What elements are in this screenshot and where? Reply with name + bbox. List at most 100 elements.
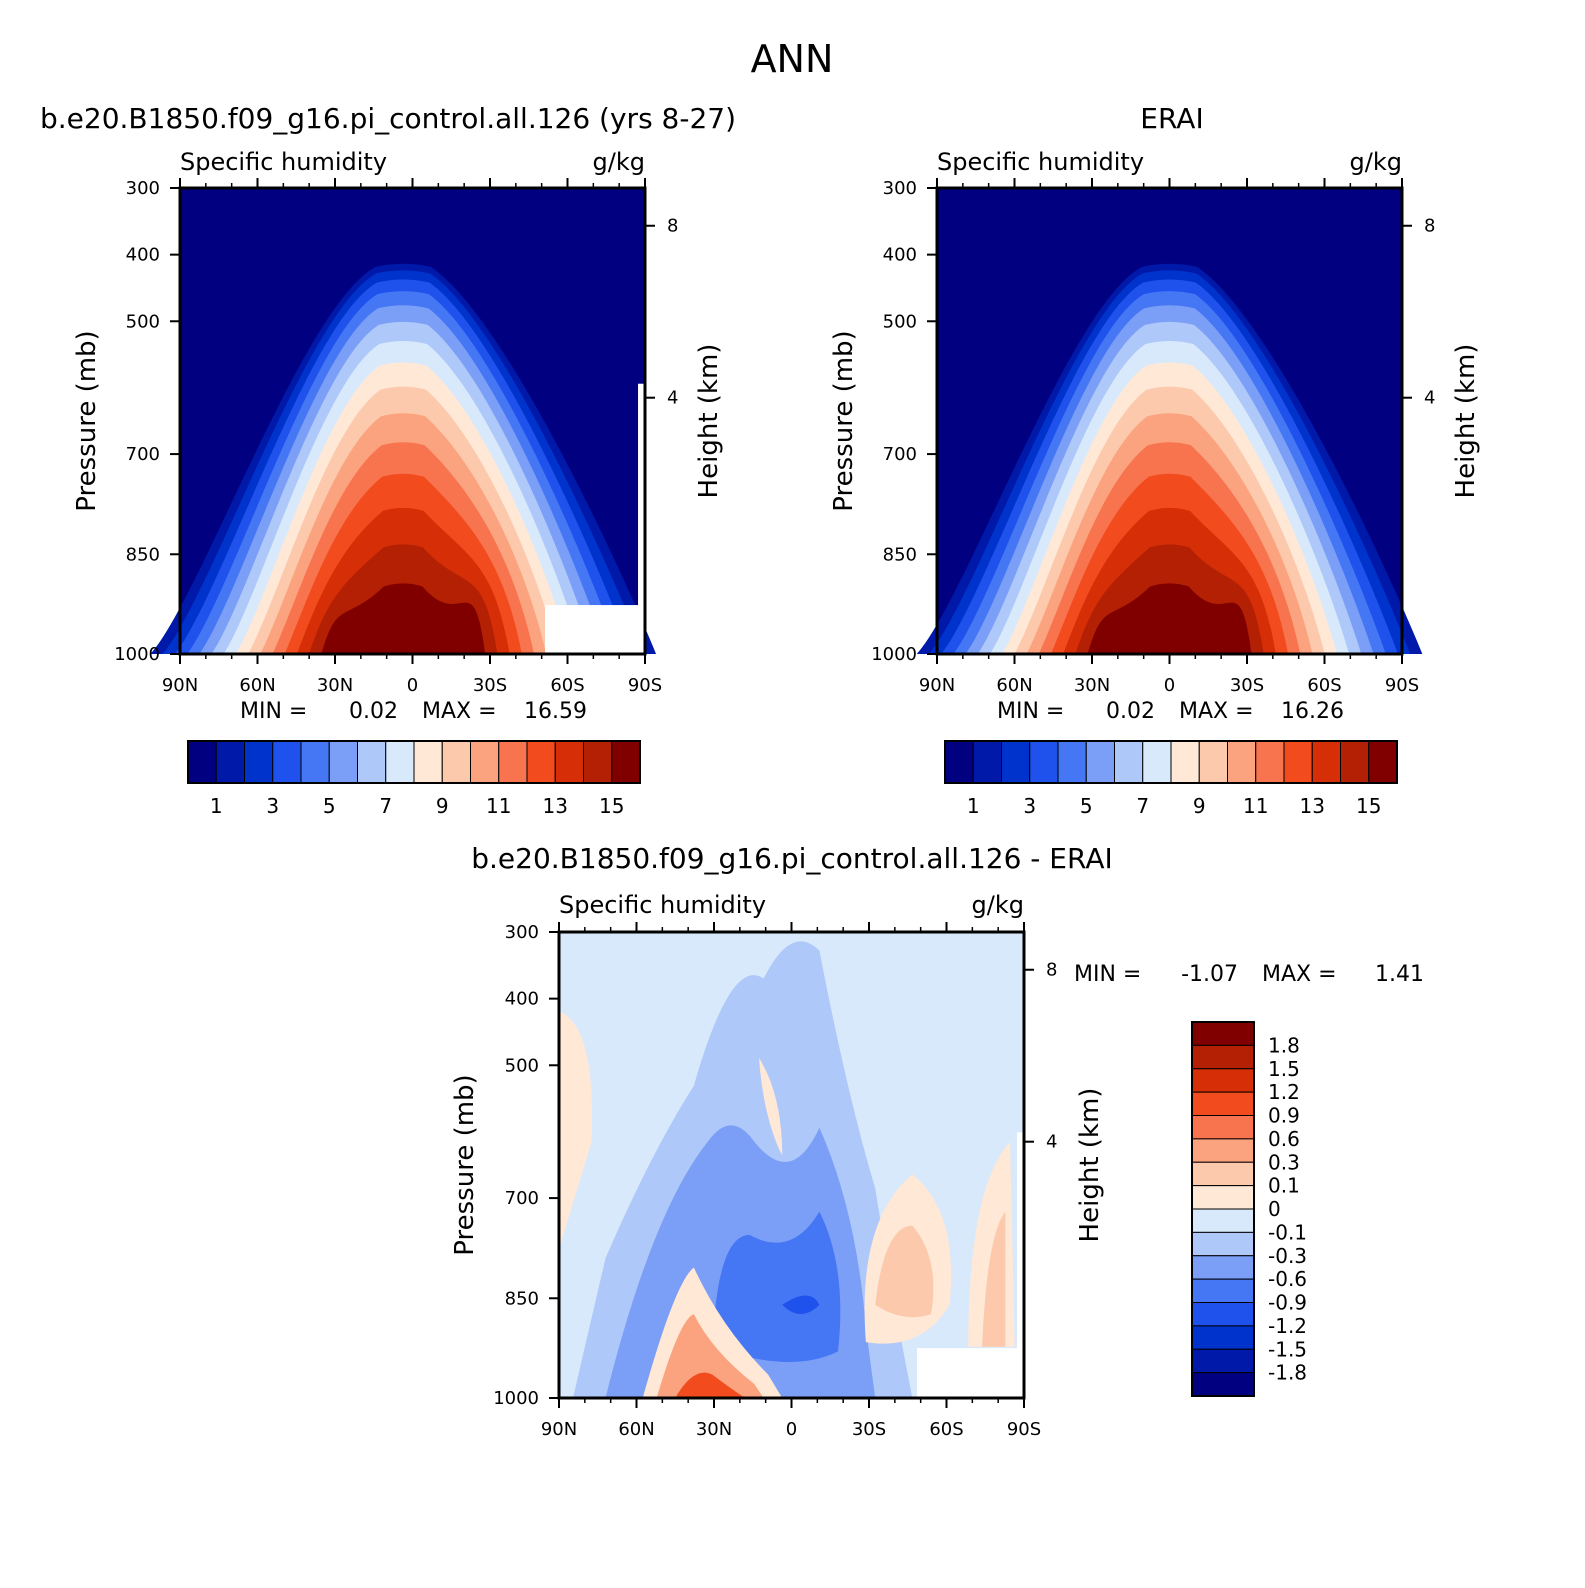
panel-model-variable: Specific humidity <box>180 148 387 176</box>
y-tick-label: 500 <box>126 311 160 332</box>
colorbar-swatch <box>328 740 358 784</box>
colorbar-swatch <box>1191 1231 1255 1257</box>
y2-tick-label: 8 <box>1046 960 1057 981</box>
panel-diff-max-value: 1.41 <box>1375 962 1424 987</box>
colorbar-swatch <box>441 740 471 784</box>
colorbar-swatch <box>944 740 974 784</box>
panel-model-units: g/kg <box>593 148 645 176</box>
contour-band <box>559 1011 593 1249</box>
y-tick-label: 700 <box>126 444 160 465</box>
colorbar-label: 1 <box>210 794 223 818</box>
colorbar-label: 0.9 <box>1268 1104 1300 1128</box>
colorbar-swatch <box>1191 1348 1255 1374</box>
colorbar-label: -1.5 <box>1268 1337 1307 1361</box>
panel-diff: b.e20.B1850.f09_g16.pi_control.all.126 -… <box>450 842 1424 1440</box>
contour-band <box>675 1372 745 1398</box>
x-tick-label: 0 <box>786 1419 797 1440</box>
colorbar-label: -1.2 <box>1268 1314 1307 1338</box>
colorbar-label: -1.8 <box>1268 1361 1307 1385</box>
colorbar-label: 15 <box>599 794 624 818</box>
y-tick-label: 850 <box>883 544 917 565</box>
contour-band <box>1087 583 1252 654</box>
colorbar-label: 5 <box>323 794 336 818</box>
colorbar-label: 1.8 <box>1268 1033 1300 1057</box>
colorbar-swatch <box>1191 1372 1255 1397</box>
panel-model-ylabel: Pressure (mb) <box>72 330 102 511</box>
colorbar-swatch <box>1191 1302 1255 1327</box>
y-tick-label: 1000 <box>114 644 160 665</box>
panel-obs-colorbar: 1 3 5 7 9 11 13 15 <box>944 740 1398 818</box>
colorbar-label: -0.3 <box>1268 1244 1307 1268</box>
y-tick-label: 1000 <box>493 1388 539 1409</box>
colorbar-swatch <box>244 740 274 784</box>
colorbar-label: 1.2 <box>1268 1080 1300 1104</box>
colorbar-label: 3 <box>266 794 279 818</box>
colorbar-label: 13 <box>543 794 568 818</box>
colorbar-swatch <box>1191 1021 1255 1046</box>
panel-diff-title: b.e20.B1850.f09_g16.pi_control.all.126 -… <box>471 842 1112 875</box>
colorbar-swatch <box>413 740 443 784</box>
panel-obs-min-label: MIN = <box>997 699 1064 724</box>
colorbar-swatch <box>526 740 556 784</box>
panel-obs-y2label: Height (km) <box>1451 344 1481 499</box>
x-tick-label: 60S <box>1307 675 1341 696</box>
x-tick-label: 60S <box>929 1419 963 1440</box>
colorbar-label: 0.6 <box>1268 1127 1300 1151</box>
colorbar-swatch <box>1191 1161 1255 1187</box>
contour-band <box>712 1211 841 1362</box>
x-tick-label: 30N <box>696 1419 732 1440</box>
colorbar-swatch <box>1198 740 1228 784</box>
y-tick-label: 300 <box>883 178 917 199</box>
colorbar-swatch <box>1085 740 1115 784</box>
colorbar-label: 0.1 <box>1268 1174 1300 1198</box>
y-tick-label: 300 <box>126 178 160 199</box>
y-tick-label: 400 <box>126 245 160 266</box>
contour-band <box>321 583 486 654</box>
colorbar-label: -0.1 <box>1268 1220 1307 1244</box>
colorbar-swatch <box>1283 740 1313 784</box>
x-tick-label: 30S <box>473 675 507 696</box>
y-tick-label: 1000 <box>871 644 917 665</box>
x-tick-label: 30N <box>317 675 353 696</box>
y-tick-label: 300 <box>505 922 539 943</box>
missing-data-region <box>917 1348 1025 1399</box>
colorbar-frame <box>187 740 641 784</box>
y2-tick-label: 4 <box>667 388 678 409</box>
panel-model-min-label: MIN = <box>240 699 307 724</box>
colorbar-swatch <box>554 740 584 784</box>
y-tick-label: 500 <box>883 311 917 332</box>
contour-band <box>982 1211 1006 1347</box>
colorbar-label: 11 <box>486 794 511 818</box>
panel-diff-axes: 90N 60N 30N 0 30S 60S 90S 300 400 500 700 850 1000 8 4 <box>493 922 1057 1440</box>
colorbar-swatch <box>1057 740 1087 784</box>
colorbar-swatch <box>1170 740 1200 784</box>
y-tick-label: 400 <box>505 989 539 1010</box>
y2-tick-label: 4 <box>1424 388 1435 409</box>
panel-obs-variable: Specific humidity <box>937 148 1144 176</box>
x-tick-label: 90S <box>1385 675 1419 696</box>
panel-diff-colorbar: 1.81.51.20.90.60.30.10-0.1-0.3-0.6-0.9-1… <box>1191 1021 1307 1397</box>
contour-band <box>782 1295 820 1315</box>
colorbar-swatch <box>1191 1185 1255 1210</box>
colorbar-swatch <box>215 740 245 784</box>
panel-model-y2label: Height (km) <box>694 344 724 499</box>
x-tick-label: 60N <box>618 1419 654 1440</box>
colorbar-swatch <box>1191 1044 1255 1070</box>
x-tick-label: 90S <box>628 675 662 696</box>
x-tick-label: 60S <box>550 675 584 696</box>
colorbar-swatch <box>498 740 528 784</box>
colorbar-swatch <box>300 740 330 784</box>
panel-obs-field <box>916 188 1423 654</box>
colorbar-label: 9 <box>1193 794 1206 818</box>
panel-obs: ERAI Specific humidity g/kg 90N 60N 30N 0 30… <box>829 102 1481 818</box>
panel-obs-units: g/kg <box>1350 148 1402 176</box>
x-tick-label: 0 <box>1164 675 1175 696</box>
colorbar-swatch <box>1227 740 1257 784</box>
panel-diff-field <box>559 932 1025 1399</box>
colorbar-swatch <box>1368 740 1398 784</box>
missing-data-region <box>638 383 645 608</box>
panel-obs-title: ERAI <box>1140 102 1203 135</box>
panel-diff-min-value: -1.07 <box>1181 962 1238 987</box>
x-tick-label: 30S <box>1230 675 1264 696</box>
x-tick-label: 90N <box>919 675 955 696</box>
